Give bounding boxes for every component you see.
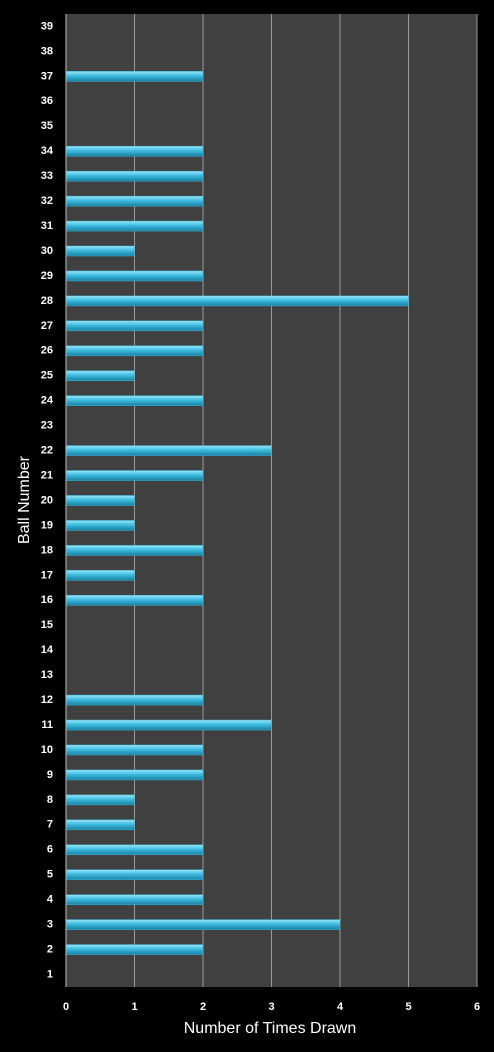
bar (65, 470, 204, 481)
bar (65, 395, 204, 406)
y-tick-label: 38 (41, 45, 53, 57)
y-tick-label: 18 (41, 544, 53, 556)
y-tick-label: 22 (41, 445, 53, 457)
y-tick-label: 2 (47, 943, 53, 955)
x-tick-label: 4 (337, 1001, 344, 1013)
y-tick-label: 25 (41, 370, 53, 382)
bar (65, 520, 135, 531)
y-tick-label: 6 (47, 844, 53, 856)
y-tick-label: 33 (41, 170, 53, 182)
bar (65, 744, 204, 756)
bar (65, 869, 204, 880)
y-axis-title: Ball Number (16, 455, 33, 544)
y-tick-label: 7 (47, 819, 53, 831)
bar (65, 769, 204, 781)
bar (65, 345, 204, 357)
y-tick-label: 32 (41, 195, 53, 207)
y-tick-label: 17 (41, 569, 53, 581)
x-tick-label: 6 (474, 1001, 480, 1013)
bar (65, 320, 204, 332)
y-tick-label: 34 (41, 145, 54, 157)
bar (65, 170, 204, 182)
bar (65, 794, 135, 806)
bar (65, 195, 204, 207)
bar (65, 270, 204, 282)
bar (65, 495, 135, 506)
y-tick-label: 12 (41, 694, 53, 706)
y-tick-label: 5 (47, 869, 53, 881)
y-tick-label: 20 (41, 494, 53, 506)
y-tick-label: 16 (41, 594, 53, 606)
y-tick-label: 8 (47, 794, 53, 806)
y-tick-label: 1 (47, 968, 53, 980)
bar (65, 145, 204, 157)
y-tick-label: 13 (41, 669, 53, 681)
y-tick-label: 4 (47, 894, 54, 906)
bar (65, 220, 204, 232)
y-tick-label: 39 (41, 20, 53, 32)
y-tick-label: 11 (41, 719, 53, 731)
bar (65, 719, 272, 731)
bar (65, 71, 204, 82)
y-tick-label: 24 (41, 395, 54, 407)
y-tick-label: 26 (41, 345, 53, 357)
y-tick-label: 36 (41, 95, 53, 107)
y-tick-label: 29 (41, 270, 53, 282)
y-tick-label: 3 (47, 919, 53, 931)
x-tick-label: 3 (268, 1001, 274, 1013)
bar (65, 819, 135, 831)
bar (65, 844, 204, 856)
y-tick-label: 10 (41, 744, 53, 756)
y-tick-label: 31 (41, 220, 53, 232)
y-tick-label: 14 (41, 644, 54, 656)
bar (65, 245, 135, 257)
y-tick-label: 19 (41, 519, 53, 531)
x-tick-label: 5 (405, 1001, 411, 1013)
bar (65, 295, 409, 307)
y-tick-label: 23 (41, 420, 53, 432)
y-tick-label: 27 (41, 320, 53, 332)
y-tick-label: 9 (47, 769, 53, 781)
x-axis-title: Number of Times Drawn (184, 1020, 357, 1037)
bar (65, 545, 204, 556)
bar (65, 894, 204, 905)
bar (65, 595, 204, 606)
x-tick-label: 0 (63, 1001, 69, 1013)
bar (65, 944, 204, 955)
bar (65, 694, 204, 706)
bar (65, 445, 272, 456)
x-tick-label: 1 (131, 1001, 137, 1013)
y-tick-label: 30 (41, 245, 53, 257)
bar (65, 570, 135, 581)
y-tick-label: 35 (41, 120, 53, 132)
y-tick-label: 37 (41, 70, 53, 82)
x-tick-label: 2 (200, 1001, 206, 1013)
bar (65, 919, 341, 930)
y-tick-label: 21 (41, 469, 53, 481)
y-tick-label: 15 (41, 619, 53, 631)
y-tick-label: 28 (41, 295, 53, 307)
bar (65, 370, 135, 382)
